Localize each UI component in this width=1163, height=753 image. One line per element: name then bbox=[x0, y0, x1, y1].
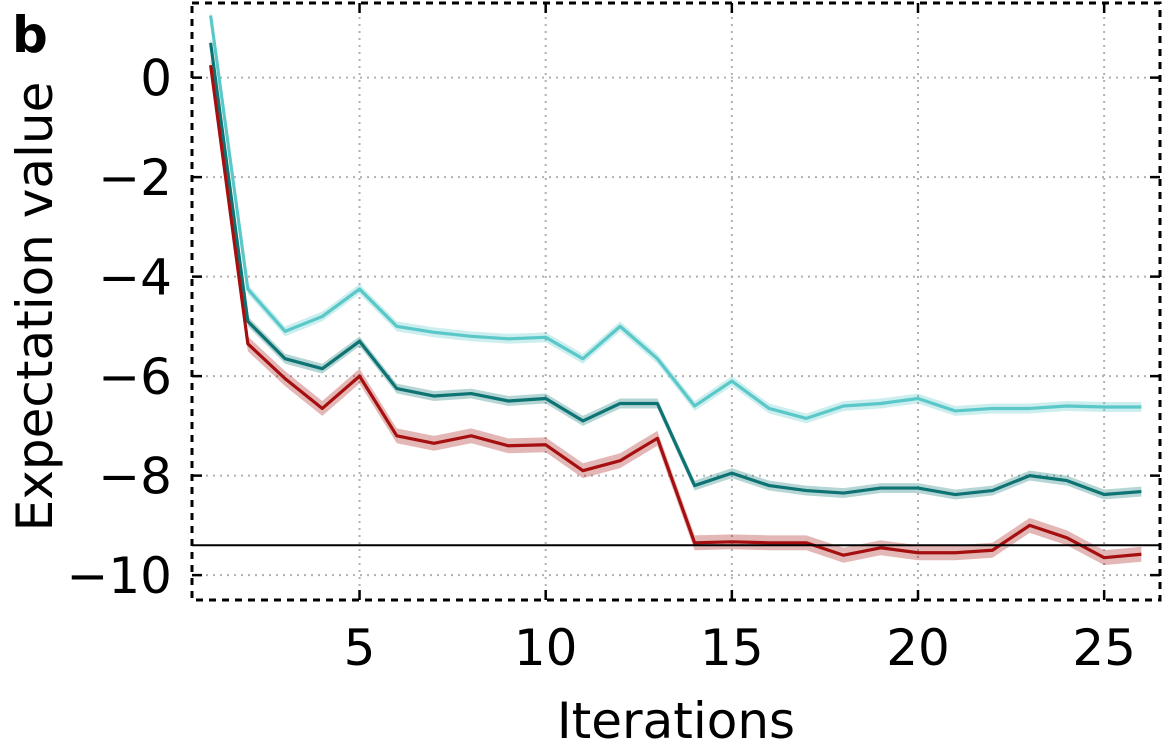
tick-labels: 5 10 15 20 25 0 −2 −4 −6 −8 −10 bbox=[66, 50, 1135, 677]
x-tick-label-10: 10 bbox=[514, 619, 578, 677]
series-band-1 bbox=[210, 37, 1142, 500]
y-tick-label-1: −2 bbox=[98, 149, 172, 207]
panel-label: b bbox=[12, 6, 48, 64]
x-tick-label-25: 25 bbox=[1072, 619, 1136, 677]
axis-ticks bbox=[192, 3, 1160, 600]
y-tick-label-0: 0 bbox=[140, 50, 172, 108]
series-line-2 bbox=[209, 64, 1142, 560]
y-axis-title: Expectation value bbox=[6, 82, 64, 532]
series-lines bbox=[209, 15, 1142, 560]
series-bands bbox=[210, 10, 1142, 566]
x-tick-label-20: 20 bbox=[886, 619, 950, 677]
grid-lines bbox=[192, 3, 1160, 600]
x-axis-title: Iterations bbox=[557, 692, 795, 750]
y-tick-label-5: −10 bbox=[66, 547, 172, 605]
x-tick-label-15: 15 bbox=[700, 619, 764, 677]
series-band-2 bbox=[210, 57, 1142, 566]
series-line-1 bbox=[209, 42, 1142, 497]
plot-frame bbox=[190, 1, 1162, 602]
series-line-0 bbox=[209, 15, 1142, 421]
series-band-0 bbox=[210, 10, 1142, 424]
x-tick-label-5: 5 bbox=[344, 619, 376, 677]
y-tick-label-3: −6 bbox=[98, 348, 172, 406]
y-tick-label-4: −8 bbox=[98, 448, 172, 506]
y-tick-label-2: −4 bbox=[98, 249, 172, 307]
